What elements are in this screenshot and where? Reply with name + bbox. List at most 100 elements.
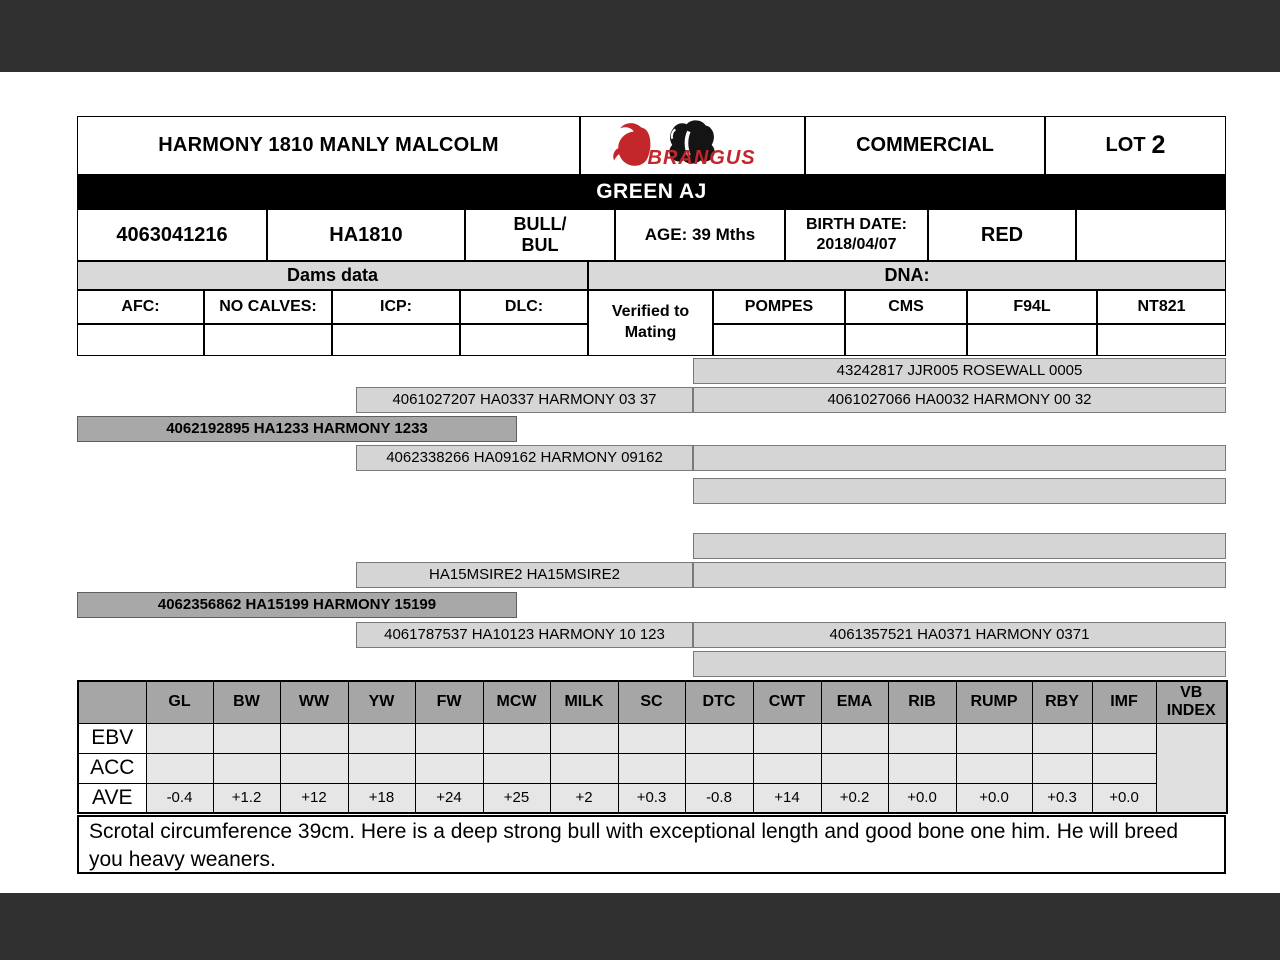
category-label: COMMERCIAL — [805, 116, 1045, 175]
age-cell: AGE: 39 Mths — [615, 209, 785, 261]
ebv-yw — [347, 722, 416, 754]
acc-ww — [279, 752, 349, 784]
ebv-ww — [279, 722, 349, 754]
verified-line1: Verified to — [611, 303, 690, 321]
icp-label: ICP: — [332, 290, 460, 324]
ave-mcw: +25 — [482, 782, 551, 814]
icp-value — [332, 324, 460, 356]
no-calves-label: NO CALVES: — [204, 290, 332, 324]
ebv-ema — [820, 722, 889, 754]
header-row: HARMONY 1810 MANLY MALCOLM BRANGUS COMME… — [77, 116, 1226, 175]
ebv-dtc — [684, 722, 754, 754]
birth-date-label: BIRTH DATE: — [805, 216, 908, 233]
f94l-value — [967, 324, 1097, 356]
nt821-value — [1097, 324, 1226, 356]
acc-yw — [347, 752, 416, 784]
pedigree-sire: 4062192895 HA1233 HARMONY 1233 — [77, 416, 517, 442]
lot-number-value: 2 — [1151, 131, 1166, 159]
lot-label: LOT — [1105, 134, 1146, 156]
col-gl: GL — [145, 680, 214, 724]
row-label-acc: ACC — [77, 752, 147, 784]
col-ww: WW — [279, 680, 349, 724]
colour-cell: RED — [928, 209, 1076, 261]
brangus-logo: BRANGUS — [608, 119, 778, 173]
ave-rump: +0.0 — [955, 782, 1033, 814]
lot-card: HARMONY 1810 MANLY MALCOLM BRANGUS COMME… — [77, 116, 1228, 874]
ave-imf: +0.0 — [1091, 782, 1157, 814]
acc-rump — [955, 752, 1033, 784]
ave-gl: -0.4 — [145, 782, 214, 814]
ebv-corner-cell — [77, 680, 147, 724]
pompes-value — [713, 324, 845, 356]
ave-ww: +12 — [279, 782, 349, 814]
col-rib: RIB — [887, 680, 957, 724]
row-label-ave: AVE — [77, 782, 147, 814]
col-rump: RUMP — [955, 680, 1033, 724]
spare-cell — [1076, 209, 1226, 261]
acc-row: ACC — [77, 752, 1227, 784]
ave-ema: +0.2 — [820, 782, 889, 814]
ave-rib: +0.0 — [887, 782, 957, 814]
sex-line1: BULL/ — [513, 214, 567, 235]
acc-gl — [145, 752, 214, 784]
lot-comment: Scrotal circumference 39cm. Here is a de… — [77, 815, 1226, 874]
col-dtc: DTC — [684, 680, 754, 724]
sex-line2: BUL — [521, 235, 559, 255]
col-yw: YW — [347, 680, 416, 724]
acc-rby — [1031, 752, 1093, 784]
acc-sc — [617, 752, 686, 784]
verified-to-mating-cell: Verified to Mating — [588, 290, 713, 356]
afc-label: AFC: — [77, 290, 204, 324]
col-imf: IMF — [1091, 680, 1157, 724]
acc-fw — [414, 752, 484, 784]
pedigree-dam-dam-dam — [693, 651, 1226, 677]
ebv-gl — [145, 722, 214, 754]
col-sc: SC — [617, 680, 686, 724]
col-milk: MILK — [549, 680, 619, 724]
sex-cell: BULL/ BUL — [465, 209, 615, 261]
ave-bw: +1.2 — [212, 782, 281, 814]
ave-rby: +0.3 — [1031, 782, 1093, 814]
ave-yw: +18 — [347, 782, 416, 814]
dlc-value — [460, 324, 588, 356]
ebv-imf — [1091, 722, 1157, 754]
ave-sc: +0.3 — [617, 782, 686, 814]
bottom-letterbox-bar — [0, 893, 1280, 960]
pedigree-sire-sire: 4061027207 HA0337 HARMONY 03 37 — [356, 387, 693, 413]
dna-test-pompes: POMPES — [713, 290, 845, 324]
acc-imf — [1091, 752, 1157, 784]
col-vb-index: VB INDEX — [1155, 680, 1228, 724]
cattle-heads-icon — [612, 119, 715, 166]
pedigree-sire-dam-dam — [693, 478, 1226, 504]
ave-milk: +2 — [549, 782, 619, 814]
ebv-rby — [1031, 722, 1093, 754]
vb-index-cell — [1155, 722, 1228, 814]
registration-number: 4063041216 — [77, 209, 267, 261]
ebv-table: GL BW WW YW FW MCW MILK SC DTC CWT EMA R… — [77, 680, 1228, 814]
dams-data-title: Dams data — [77, 261, 588, 290]
pedigree-sire-dam: 4062338266 HA09162 HARMONY 09162 — [356, 445, 693, 471]
dna-test-f94l: F94L — [967, 290, 1097, 324]
pedigree-dam-sire-dam — [693, 562, 1226, 588]
pedigree-dam-dam-sire: 4061357521 HA0371 HARMONY 0371 — [693, 622, 1226, 648]
afc-value — [77, 324, 204, 356]
ebv-rib — [887, 722, 957, 754]
ave-row: AVE -0.4 +1.2 +12 +18 +24 +25 +2 +0.3 -0… — [77, 782, 1227, 814]
ave-dtc: -0.8 — [684, 782, 754, 814]
birth-date-value: 2018/04/07 — [816, 236, 897, 253]
pedigree-dam: 4062356862 HA15199 HARMONY 15199 — [77, 592, 517, 618]
acc-rib — [887, 752, 957, 784]
brangus-logo-text: BRANGUS — [647, 146, 756, 169]
acc-dtc — [684, 752, 754, 784]
col-mcw: MCW — [482, 680, 551, 724]
pedigree-dam-sire: HA15MSIRE2 HA15MSIRE2 — [356, 562, 693, 588]
animal-name: HARMONY 1810 MANLY MALCOLM — [77, 116, 580, 175]
acc-milk — [549, 752, 619, 784]
col-bw: BW — [212, 680, 281, 724]
col-cwt: CWT — [752, 680, 822, 724]
ebv-milk — [549, 722, 619, 754]
top-letterbox-bar — [0, 0, 1280, 72]
pedigree-dam-dam: 4061787537 HA10123 HARMONY 10 123 — [356, 622, 693, 648]
breeder-name-band: GREEN AJ — [77, 175, 1226, 209]
